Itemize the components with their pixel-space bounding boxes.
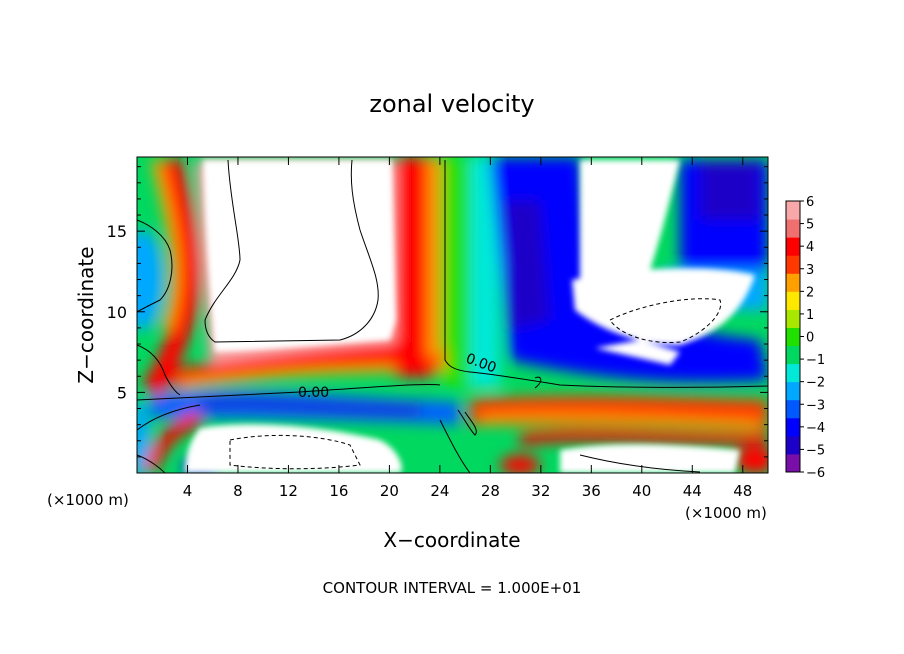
plot-frame <box>136 156 769 474</box>
y-axis-label: Z−coordinate <box>74 246 98 383</box>
colorbar-tick-label: −2 <box>806 376 825 391</box>
x-axis-label: X−coordinate <box>383 528 520 552</box>
colorbar-swatch <box>786 363 800 383</box>
colorbar-tick-label: 1 <box>806 308 814 323</box>
colorbar-tick-label: −6 <box>806 466 825 481</box>
x-tick-label: 44 <box>683 482 702 500</box>
contour-interval-note: CONTOUR INTERVAL = 1.000E+01 <box>323 579 582 597</box>
colorbar-swatch <box>786 381 800 401</box>
x-tick-label: 32 <box>531 482 550 500</box>
colorbar-tick-label: 5 <box>806 218 814 233</box>
x-tick-label: 40 <box>632 482 651 500</box>
chart-title: zonal velocity <box>369 90 534 118</box>
y-axis-ticks: 5 10 15 <box>107 166 768 458</box>
colorbar-tick-label: 4 <box>806 240 814 255</box>
colorbar-tick-label: −1 <box>806 353 825 368</box>
color-field <box>137 157 768 473</box>
colorbar-swatch <box>786 327 800 347</box>
colorbar-swatch <box>786 345 800 365</box>
colorbar-swatch <box>786 273 800 292</box>
x-tick-label: 28 <box>481 482 500 500</box>
colorbar-swatch <box>786 453 800 473</box>
colorbar-swatch <box>786 237 800 256</box>
x-tick-label: 16 <box>329 482 348 500</box>
colorbar-swatch <box>786 201 800 220</box>
colorbar-tick-label: −5 <box>806 443 825 458</box>
x-tick-label: 8 <box>233 482 243 500</box>
colorbar-swatch <box>786 255 800 274</box>
colorbar-tick-label: 2 <box>806 285 814 300</box>
x-tick-label: 12 <box>279 482 298 500</box>
colorbar-tick-label: 6 <box>806 195 814 210</box>
colorbar-swatch <box>786 435 800 455</box>
colorbar-tick-label: −3 <box>806 398 825 413</box>
colorbar-swatch <box>786 399 800 419</box>
colorbar-swatch <box>786 309 800 328</box>
x-tick-label: 36 <box>582 482 601 500</box>
x-tick-label: 20 <box>380 482 399 500</box>
colorbar-swatch <box>786 417 800 437</box>
colorbar-tick-label: 3 <box>806 263 814 278</box>
y-tick-label: 10 <box>107 303 127 322</box>
colorbar-tick-label: 0 <box>806 331 814 346</box>
x-unit-label: (×1000 m) <box>685 504 767 522</box>
y-tick-label: 15 <box>107 222 127 241</box>
x-axis-ticks: 4 8 12 16 20 24 28 32 36 40 44 48 <box>183 157 752 500</box>
y-unit-label: (×1000 m) <box>47 491 129 509</box>
colorbar-swatch <box>786 291 800 310</box>
y-tick-label: 5 <box>117 383 127 402</box>
colorbar-tick-label: −4 <box>806 421 825 436</box>
colorbar-swatch <box>786 219 800 238</box>
x-tick-label: 4 <box>183 482 193 500</box>
colorbar: 6 5 4 3 2 1 0 −1 −2 −3 −4 −5 −6 <box>785 195 825 481</box>
contour-label: 0.00 <box>298 385 329 401</box>
x-tick-label: 48 <box>733 482 752 500</box>
x-tick-label: 24 <box>430 482 449 500</box>
